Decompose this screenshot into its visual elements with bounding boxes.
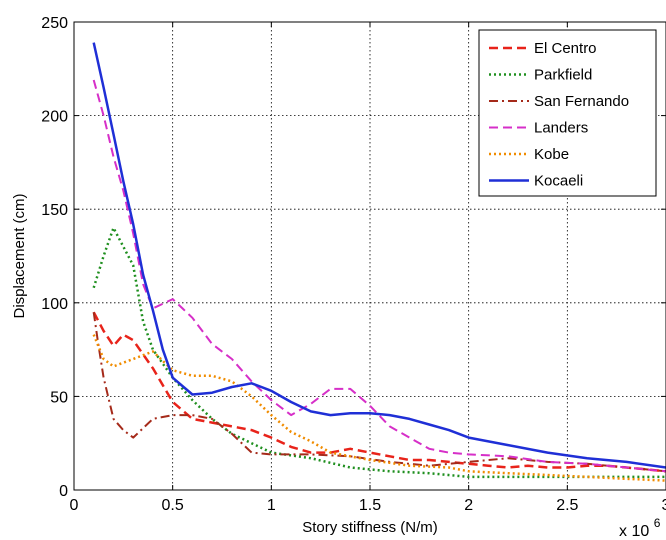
x-tick-label: 0.5 <box>162 497 184 514</box>
legend-box <box>478 29 657 197</box>
y-tick-label: 250 <box>41 15 68 32</box>
x-tick-label: 1 <box>267 497 276 514</box>
legend-label: Kobe <box>534 146 569 163</box>
x-tick-label: 2 <box>464 497 473 514</box>
legend-label: Parkfield <box>534 67 592 84</box>
legend-label: Kocaeli <box>534 173 583 190</box>
y-tick-labels: 0 50 100 150 200 250 <box>41 15 68 500</box>
y-tick-label: 100 <box>41 296 68 313</box>
series-group <box>92 42 666 482</box>
series-line-kocaeli <box>92 42 666 469</box>
legend: El Centro Parkfield San Fernando Landers Kob… <box>478 29 657 197</box>
ticks <box>73 21 666 491</box>
y-tick-label: 0 <box>59 483 68 500</box>
y-axis-label: Displacement (cm) <box>11 193 28 318</box>
y-tick-label: 200 <box>41 109 68 126</box>
x-tick-label: 3 <box>662 497 666 514</box>
series-line-landers <box>92 79 666 473</box>
series-line-kobe <box>92 334 666 482</box>
legend-label: Landers <box>534 120 588 137</box>
y-tick-label: 150 <box>41 202 68 219</box>
x-tick-label: 0 <box>70 497 79 514</box>
legend-label: El Centro <box>534 40 597 57</box>
x-multiplier-base: x 10 <box>619 523 649 540</box>
series-line-parkfield <box>92 226 666 479</box>
series-line-el-centro <box>92 311 666 473</box>
x-axis-label: Story stiffness (N/m) <box>302 519 438 536</box>
y-tick-label: 50 <box>50 389 68 406</box>
x-tick-label: 1.5 <box>359 497 381 514</box>
x-tick-labels: 0 0.5 1 1.5 2 2.5 3 <box>70 497 666 514</box>
series-line-san-fernando <box>92 312 666 473</box>
legend-label: San Fernando <box>534 93 629 110</box>
x-multiplier-exponent: 6 <box>654 516 661 530</box>
x-multiplier: x 10 6 <box>619 516 661 540</box>
x-tick-label: 2.5 <box>556 497 578 514</box>
